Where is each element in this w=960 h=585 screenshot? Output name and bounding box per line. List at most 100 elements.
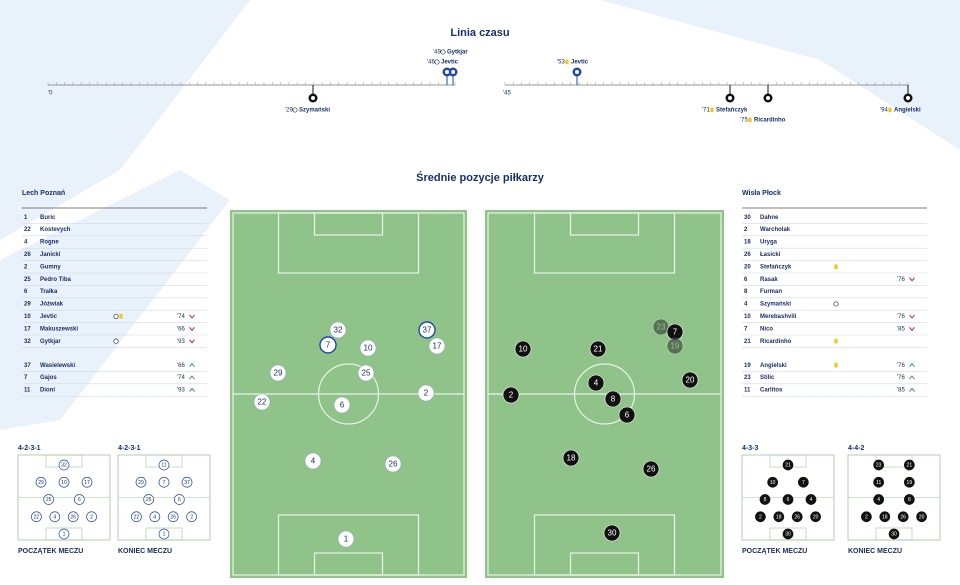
sub-arrow xyxy=(909,387,915,392)
goal-icon xyxy=(440,49,446,55)
mini-player-number: 32 xyxy=(61,463,67,469)
player-name: Dioni xyxy=(40,388,55,394)
player-marker xyxy=(304,452,322,470)
player-name: Trałka xyxy=(40,289,58,295)
sub-minute: '66 xyxy=(177,363,185,369)
half-start: '45 xyxy=(503,91,511,97)
mini-player-number: 18 xyxy=(882,514,888,520)
player-marker xyxy=(359,339,377,357)
player-name: Rogne xyxy=(40,240,59,246)
player-marker xyxy=(589,340,607,358)
mini-player-number: 21 xyxy=(907,463,913,469)
player-marker xyxy=(681,371,699,389)
formation-caption: POCZĄTEK MECZU xyxy=(742,548,807,555)
mini-player-number: 22 xyxy=(134,514,140,520)
pitch-line xyxy=(573,363,636,425)
mini-player xyxy=(143,494,155,505)
player-marker xyxy=(618,406,636,424)
player-marker-number: 30 xyxy=(608,529,617,538)
mini-player-number: 7 xyxy=(163,480,166,486)
pitch-line xyxy=(313,552,384,576)
yellow-card-icon xyxy=(834,338,838,344)
yellow-card-icon xyxy=(119,314,123,319)
mini-player-number: 2 xyxy=(90,514,93,520)
mini-player xyxy=(797,476,809,488)
team-name: Wisła Płock xyxy=(742,190,781,197)
mini-player-number: 2 xyxy=(190,514,193,520)
mini-player-number: 21 xyxy=(785,463,791,469)
player-marker-number: 10 xyxy=(519,345,528,354)
mini-player xyxy=(49,511,61,523)
mini-player xyxy=(81,476,93,488)
sub-arrow xyxy=(189,339,195,344)
player-marker xyxy=(603,524,621,542)
mini-player xyxy=(782,459,794,471)
formation-caption: KONIEC MECZU xyxy=(118,548,172,555)
mini-player xyxy=(167,511,179,523)
formation-name: 4-2-3-1 xyxy=(18,445,41,452)
mini-player xyxy=(810,511,821,523)
mini-player xyxy=(35,476,47,488)
yellow-card-icon xyxy=(834,264,838,269)
sub-minute: '85 xyxy=(897,388,905,394)
mini-player xyxy=(903,459,915,471)
player-marker-number: 23 xyxy=(657,323,666,332)
mini-player xyxy=(805,494,817,505)
player-marker-number: 7 xyxy=(326,341,331,350)
mini-player-number: 2 xyxy=(865,514,868,520)
background xyxy=(0,0,960,430)
player-number: 26 xyxy=(24,252,31,258)
event-pin-core xyxy=(766,96,770,100)
event-minute: '71 xyxy=(702,108,710,114)
player-name: Jóźwiak xyxy=(40,302,64,308)
player-marker xyxy=(502,386,520,404)
player-marker xyxy=(418,321,436,339)
mini-player xyxy=(73,494,85,505)
event-player: Jevtic xyxy=(441,60,459,66)
mini-player-number: 30 xyxy=(785,532,791,538)
mini-player-number: 29 xyxy=(38,480,44,486)
mini-player-number: 2 xyxy=(759,514,762,520)
mini-pitch-line xyxy=(45,527,83,541)
player-marker-number: 32 xyxy=(334,326,343,335)
player-marker xyxy=(357,364,375,382)
player-marker-number: 25 xyxy=(362,369,371,378)
team-name: Lech Poznań xyxy=(22,190,65,197)
player-marker-number: 22 xyxy=(258,398,267,407)
mini-player-number: 26 xyxy=(900,514,906,520)
event-pin-core xyxy=(728,96,732,100)
goal-icon xyxy=(113,313,119,319)
event-player: Szymański xyxy=(299,108,330,114)
event-player: Angielski xyxy=(894,108,921,114)
mini-player-number: 11 xyxy=(161,463,166,469)
sub-arrow xyxy=(909,326,915,332)
mini-player xyxy=(67,511,79,523)
player-name: Gajos xyxy=(40,375,57,381)
event-player: Gytkjar xyxy=(447,50,468,56)
mini-player xyxy=(58,528,70,540)
player-name: Pedro Tiba xyxy=(40,277,72,283)
player-marker-number: 6 xyxy=(340,401,345,410)
sub-minute: '76 xyxy=(897,314,905,320)
goal-icon xyxy=(292,107,298,113)
player-marker xyxy=(319,336,337,354)
mini-player xyxy=(58,476,70,488)
player-name: Jevtic xyxy=(40,314,58,320)
player-marker-number: 20 xyxy=(686,376,695,385)
player-name: Wasielewski xyxy=(40,363,75,369)
player-name: Gumny xyxy=(40,264,61,270)
event-minute: '29 xyxy=(285,108,293,114)
player-number: 22 xyxy=(24,227,31,233)
mini-player-number: 26 xyxy=(794,514,800,520)
mini-player-number: 25 xyxy=(46,497,52,503)
player-name: Kostevych xyxy=(40,227,71,233)
mini-player-number: 4 xyxy=(53,514,56,520)
sub-arrow xyxy=(909,362,915,368)
mini-player-number: 26 xyxy=(170,514,176,520)
sub-minute: '85 xyxy=(897,326,905,332)
mini-player-number: 4 xyxy=(153,514,156,520)
mini-player-number: 6 xyxy=(78,497,81,503)
mini-player xyxy=(755,511,766,523)
mini-player-number: 6 xyxy=(787,497,790,503)
mini-player xyxy=(158,528,170,540)
